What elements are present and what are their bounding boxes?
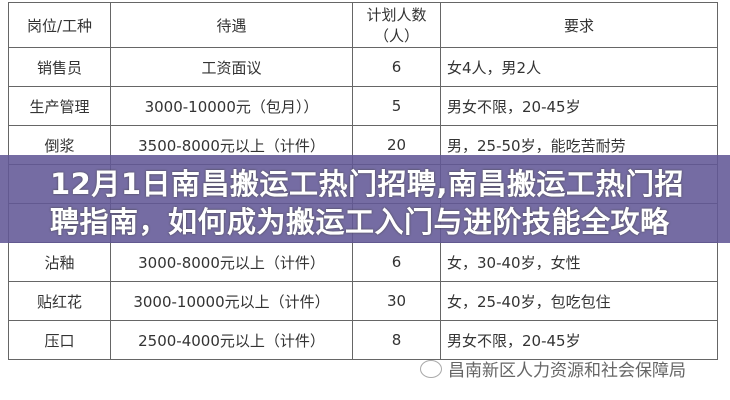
table-cell: 5 (352, 86, 441, 126)
table-cell: 男女不限，20-45岁 (440, 320, 718, 360)
title-overlay: 12月1日南昌搬运工热门招聘,南昌搬运工热门招聘指南，如何成为搬运工入门与进阶技… (0, 155, 730, 243)
watermark: 昌南新区人力资源和社会保障局 (420, 356, 686, 381)
table-cell: 工资面议 (110, 47, 353, 87)
table-cell: 女，30-40岁，女性 (440, 242, 718, 282)
table-header-row: 岗位/工种 待遇 计划人数（人） 要求 (8, 2, 718, 48)
header-cell: 计划人数（人） (352, 2, 441, 48)
table-cell: 沾釉 (8, 242, 111, 282)
table-cell: 生产管理 (8, 86, 111, 126)
table-cell: 女4人，男2人 (440, 47, 718, 87)
table-cell: 贴红花 (8, 281, 111, 321)
table-row: 销售员 工资面议 6 女4人，男2人 (8, 47, 718, 87)
watermark-text: 昌南新区人力资源和社会保障局 (448, 361, 686, 381)
table-cell: 3000-10000元（包月）） (110, 86, 353, 126)
table-cell: 2500-4000元以上（计件） (110, 320, 353, 360)
table-row: 压口 2500-4000元以上（计件） 8 男女不限，20-45岁 (8, 320, 718, 360)
article-title: 12月1日南昌搬运工热门招聘,南昌搬运工热门招聘指南，如何成为搬运工入门与进阶技… (50, 167, 685, 239)
table-cell: 3000-10000元以上（计件） (110, 281, 353, 321)
table-cell: 8 (352, 320, 441, 360)
table-cell: 压口 (8, 320, 111, 360)
header-cell: 要求 (440, 2, 718, 48)
wechat-icon (420, 359, 442, 378)
table-cell: 6 (352, 242, 441, 282)
table-row: 沾釉 3000-8000元以上（计件） 6 女，30-40岁，女性 (8, 242, 718, 282)
table-cell: 30 (352, 281, 441, 321)
table-cell: 6 (352, 47, 441, 87)
table-row: 生产管理 3000-10000元（包月）） 5 男女不限，20-45岁 (8, 86, 718, 126)
table-cell: 男女不限，20-45岁 (440, 86, 718, 126)
header-cell: 岗位/工种 (8, 2, 111, 48)
table-cell: 3000-8000元以上（计件） (110, 242, 353, 282)
table-cell: 女，25-40岁，包吃包住 (440, 281, 718, 321)
header-cell: 待遇 (110, 2, 353, 48)
table-row: 贴红花 3000-10000元以上（计件） 30 女，25-40岁，包吃包住 (8, 281, 718, 321)
table-cell: 销售员 (8, 47, 111, 87)
